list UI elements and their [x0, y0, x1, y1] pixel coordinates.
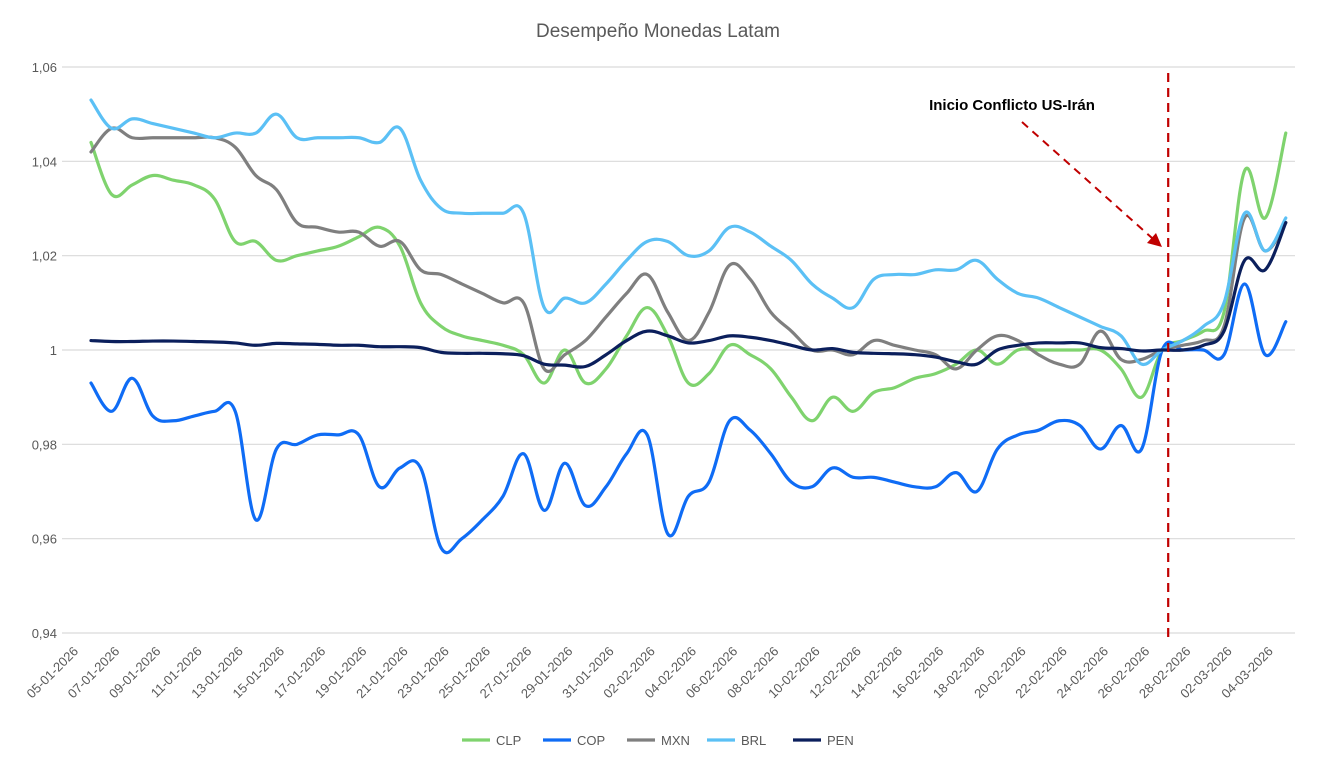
legend-item-pen: PEN	[793, 733, 854, 748]
series-line-pen	[89, 221, 1288, 369]
event-annotation-label: Inicio Conflicto US-Irán	[929, 97, 1095, 114]
legend-item-brl: BRL	[707, 733, 766, 748]
y-gridlines	[62, 66, 1295, 634]
legend-label: COP	[577, 733, 605, 748]
legend-label: PEN	[827, 733, 854, 748]
y-tick-label: 1	[50, 343, 57, 358]
series-line-brl	[89, 98, 1288, 367]
series-lines	[89, 98, 1288, 555]
series-line-mxn	[89, 126, 1288, 373]
arrowhead-icon	[1147, 233, 1162, 247]
series-line-cop	[89, 282, 1288, 555]
legend: CLP COP MXN BRL PEN	[462, 733, 854, 748]
event-annotation-arrow	[1021, 121, 1153, 239]
chart-title: Desempeño Monedas Latam	[536, 21, 780, 42]
x-axis-ticks: 05-01-202607-01-202609-01-202611-01-2026…	[23, 644, 1275, 702]
legend-item-clp: CLP	[462, 733, 521, 748]
series-line-clp	[89, 131, 1288, 423]
y-tick-label: 1,06	[32, 60, 57, 75]
legend-label: BRL	[741, 733, 766, 748]
y-tick-label: 1,02	[32, 249, 57, 264]
legend-label: MXN	[661, 733, 690, 748]
y-axis-ticks: 0,94 0,96 0,98 1 1,02 1,04 1,06	[32, 60, 57, 641]
legend-item-cop: COP	[543, 733, 605, 748]
legend-label: CLP	[496, 733, 521, 748]
y-tick-label: 0,94	[32, 626, 57, 641]
legend-item-mxn: MXN	[627, 733, 690, 748]
y-tick-label: 0,96	[32, 532, 57, 547]
y-tick-label: 0,98	[32, 437, 57, 452]
annotations: Inicio Conflicto US-Irán	[929, 73, 1170, 642]
y-tick-label: 1,04	[32, 154, 57, 169]
